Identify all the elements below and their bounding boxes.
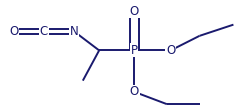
Text: C: C [40, 25, 48, 38]
Text: O: O [166, 44, 174, 57]
Text: O: O [129, 5, 138, 18]
Text: O: O [9, 25, 18, 38]
Text: O: O [129, 85, 138, 98]
Text: P: P [130, 44, 137, 57]
Text: N: N [70, 25, 78, 38]
